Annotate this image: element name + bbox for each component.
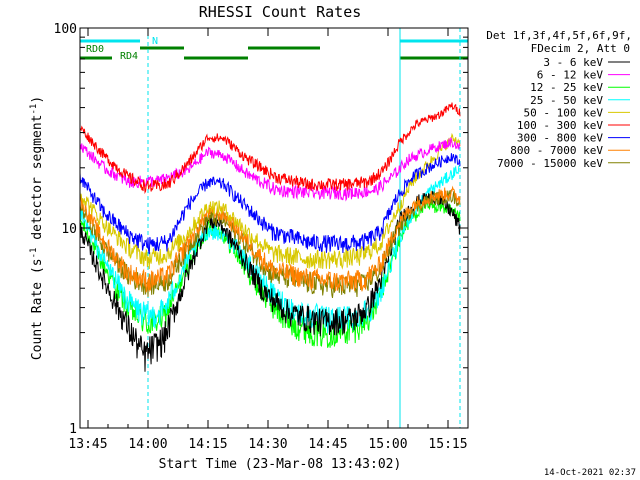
y-tick-label-0: 1 xyxy=(69,422,77,437)
y-axis-ticks: 1 10 100 xyxy=(54,22,468,437)
y-axis-label: Count Rate (s-1 detector segment-1) xyxy=(29,96,45,360)
legend-entry-5: 100 - 300 keV xyxy=(517,119,603,132)
x-tick-label-4: 14:45 xyxy=(308,437,347,452)
x-tick-label-3: 14:30 xyxy=(248,437,287,452)
series-line-7 xyxy=(79,185,461,293)
rd4-label: RD4 xyxy=(120,51,138,62)
legend-entry-3: 25 - 50 keV xyxy=(530,94,603,107)
legend-entry-4: 50 - 100 keV xyxy=(524,106,604,119)
series-lines xyxy=(79,102,461,372)
legend-entry-7: 800 - 7000 keV xyxy=(510,144,603,157)
legend-header-line-2: FDecim 2, Att 0 xyxy=(531,42,630,55)
legend-header-line-1: Det 1f,3f,4f,5f,6f,9f, xyxy=(486,29,632,42)
legend-entry-8: 7000 - 15000 keV xyxy=(497,157,603,170)
y-tick-label-2: 100 xyxy=(54,22,77,37)
x-tick-label-1: 14:00 xyxy=(128,437,167,452)
legend: Det 1f,3f,4f,5f,6f,9f,FDecim 2, Att 03 -… xyxy=(486,29,632,170)
series-line-4 xyxy=(79,132,461,270)
y-tick-label-1: 10 xyxy=(61,222,77,237)
n-label: N xyxy=(152,36,158,47)
x-axis-label: Start Time (23-Mar-08 13:43:02) xyxy=(159,457,402,472)
legend-entry-2: 12 - 25 keV xyxy=(530,81,603,94)
series-line-6 xyxy=(79,153,461,255)
x-tick-label-0: 13:45 xyxy=(68,437,107,452)
legend-entry-6: 300 - 800 keV xyxy=(517,132,603,145)
x-tick-label-5: 15:00 xyxy=(368,437,407,452)
x-axis-ticks: 13:45 14:00 14:15 14:30 14:45 15:00 15:15 xyxy=(68,28,469,452)
timestamp-label: 14-Oct-2021 02:37 xyxy=(544,468,636,478)
legend-entry-0: 3 - 6 keV xyxy=(543,56,603,69)
chart-title: RHESSI Count Rates xyxy=(199,3,362,21)
x-tick-label-2: 14:15 xyxy=(188,437,227,452)
rd0-label: RD0 xyxy=(86,44,104,55)
series-line-3 xyxy=(79,164,461,334)
legend-entry-1: 6 - 12 keV xyxy=(537,69,604,82)
series-line-0 xyxy=(79,191,461,372)
series-line-1 xyxy=(79,136,461,202)
x-tick-label-6: 15:15 xyxy=(428,437,467,452)
series-line-5 xyxy=(79,102,461,195)
